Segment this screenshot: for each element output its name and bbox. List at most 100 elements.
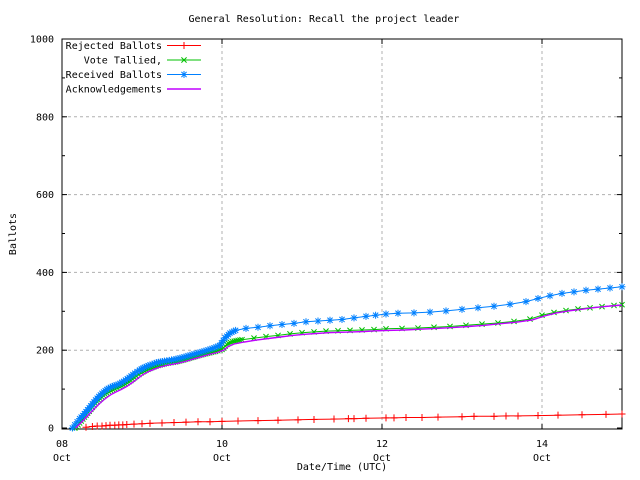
x-tick-label-month: Oct xyxy=(53,453,71,464)
asterisk-data-marker xyxy=(394,309,402,317)
asterisk-data-marker xyxy=(194,349,202,357)
asterisk-data-marker xyxy=(196,348,204,356)
asterisk-data-marker xyxy=(546,292,554,300)
asterisk-data-marker xyxy=(216,342,224,350)
asterisk-data-marker xyxy=(180,353,188,361)
plus-data-marker xyxy=(218,417,226,425)
asterisk-data-marker xyxy=(71,421,79,429)
asterisk-data-marker xyxy=(570,288,578,296)
asterisk-data-marker xyxy=(108,382,116,390)
axis-layer: 08 Oct 10 Oct 12 Oct 14 Oct 0 200 400 600 800 1000 xyxy=(30,35,623,464)
plus-data-marker xyxy=(602,410,610,418)
asterisk-data-marker xyxy=(362,312,370,320)
asterisk-data-marker xyxy=(118,378,126,386)
plus-data-marker xyxy=(554,411,562,419)
asterisk-data-marker xyxy=(534,294,542,302)
asterisk-data-marker xyxy=(326,316,334,324)
legend-label: Acknowledgements xyxy=(66,85,162,96)
asterisk-data-marker xyxy=(112,381,120,389)
legend-label: Vote Tallied, xyxy=(84,56,162,67)
asterisk-data-marker xyxy=(150,359,158,367)
plus-data-marker xyxy=(390,414,398,422)
asterisk-data-marker xyxy=(198,348,206,356)
plus-data-marker xyxy=(82,423,90,431)
asterisk-data-marker xyxy=(558,289,566,297)
y-tick-label: 1000 xyxy=(30,35,54,46)
plus-data-marker xyxy=(350,415,358,423)
asterisk-data-marker xyxy=(594,285,602,293)
asterisk-data-marker xyxy=(618,283,626,291)
asterisk-data-marker xyxy=(190,350,198,358)
x-tick-label-month: Oct xyxy=(373,453,391,464)
asterisk-data-marker xyxy=(116,379,124,387)
plus-data-marker xyxy=(578,411,586,419)
asterisk-data-marker xyxy=(202,347,210,355)
asterisk-data-marker xyxy=(200,347,208,355)
plus-data-marker xyxy=(274,416,282,424)
asterisk-data-marker xyxy=(219,336,227,344)
y-tick-label: 0 xyxy=(48,424,54,435)
asterisk-data-marker xyxy=(110,382,118,390)
x-tick-label-day: 08 xyxy=(56,439,68,450)
series-line xyxy=(75,304,623,429)
legend-item: Received Ballots xyxy=(66,70,201,81)
asterisk-data-marker xyxy=(278,321,286,329)
legend-item: Rejected Ballots xyxy=(66,41,201,52)
asterisk-data-marker xyxy=(426,308,434,316)
x-axis-title: Date/Time (UTC) xyxy=(297,462,387,473)
asterisk-data-marker xyxy=(442,307,450,315)
asterisk-data-marker xyxy=(382,310,390,318)
y-tick-label: 600 xyxy=(36,190,54,201)
legend-item: Vote Tallied, xyxy=(84,56,201,67)
cross-data-marker xyxy=(575,306,581,312)
asterisk-data-marker xyxy=(131,369,139,377)
asterisk-data-marker xyxy=(206,345,214,353)
asterisk-data-marker xyxy=(506,300,514,308)
asterisk-data-marker xyxy=(372,311,380,319)
asterisk-data-marker xyxy=(410,309,418,317)
plus-data-marker xyxy=(618,410,626,418)
asterisk-data-marker xyxy=(230,327,238,335)
plus-data-marker xyxy=(382,414,390,422)
asterisk-data-marker xyxy=(242,324,250,332)
y-axis-title: Ballots xyxy=(8,213,19,255)
asterisk-data-marker xyxy=(208,345,216,353)
series-acknowledgements xyxy=(75,304,623,429)
asterisk-data-marker xyxy=(254,323,262,331)
asterisk-data-marker xyxy=(140,363,148,371)
series-rejected-ballots xyxy=(82,410,626,431)
asterisk-data-marker xyxy=(522,298,530,306)
cross-data-marker xyxy=(619,301,625,308)
asterisk-data-marker xyxy=(338,315,346,323)
asterisk-data-marker xyxy=(146,361,154,369)
asterisk-data-marker xyxy=(188,351,196,359)
x-tick-label-day: 12 xyxy=(376,439,388,450)
asterisk-data-marker xyxy=(182,352,190,360)
x-tick-label-month: Oct xyxy=(213,453,231,464)
asterisk-data-marker xyxy=(226,329,234,337)
asterisk-data-marker xyxy=(350,314,358,322)
series-received-ballots xyxy=(68,283,626,432)
asterisk-data-marker xyxy=(144,362,152,370)
asterisk-data-marker xyxy=(148,360,156,368)
plus-data-marker xyxy=(146,419,154,427)
asterisk-data-marker xyxy=(114,380,122,388)
asterisk-data-marker xyxy=(474,304,482,312)
plus-data-marker xyxy=(418,413,426,421)
asterisk-data-marker xyxy=(142,363,150,371)
asterisk-data-marker xyxy=(217,339,225,347)
asterisk-data-marker xyxy=(106,383,114,391)
asterisk-data-marker xyxy=(214,342,222,350)
asterisk-data-marker xyxy=(204,346,212,354)
plus-data-marker xyxy=(123,420,131,428)
plus-data-marker xyxy=(170,419,178,427)
plus-data-marker xyxy=(434,413,442,421)
asterisk-data-marker xyxy=(210,344,218,352)
plus-data-marker xyxy=(254,417,262,425)
x-tick-label-month: Oct xyxy=(533,453,551,464)
asterisk-data-marker xyxy=(73,418,81,426)
asterisk-data-marker xyxy=(458,305,466,313)
series-line xyxy=(72,286,623,429)
plus-data-marker xyxy=(514,412,522,420)
